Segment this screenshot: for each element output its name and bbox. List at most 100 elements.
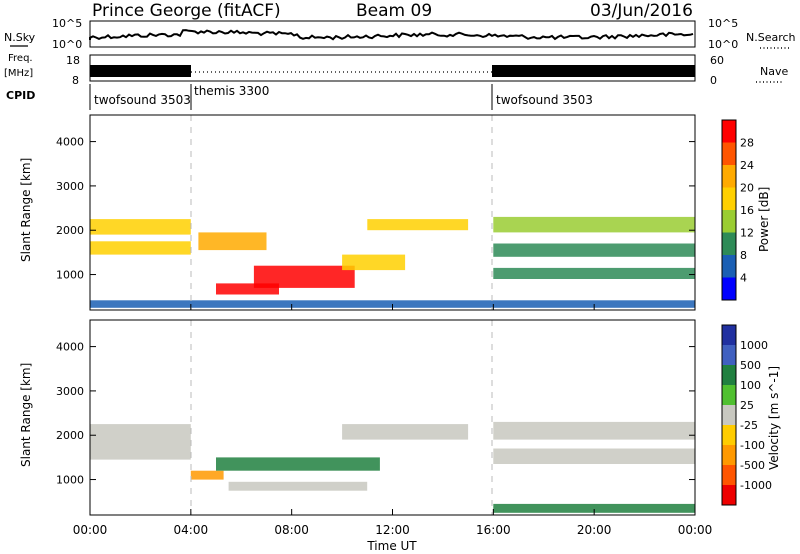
x-tick-label: 04:00 xyxy=(174,523,209,537)
nave-tick-bottom: 0 xyxy=(710,74,717,87)
colorbar-tick-label: -500 xyxy=(740,459,765,472)
colorbar-swatch xyxy=(722,425,736,446)
colorbar-swatch xyxy=(722,385,736,406)
y-tick-label: 2000 xyxy=(56,429,84,442)
time-x-axis: 00:00 04:00 08:00 12:00 16:00 20:00 00:00 xyxy=(73,304,713,537)
beam-title: Beam 09 xyxy=(356,1,432,21)
nsearch-tick-top: 10^5 xyxy=(708,17,738,30)
date-title: 03/Jun/2016 xyxy=(590,1,693,21)
cpid-segment-1: twofsound 3503 xyxy=(94,93,191,107)
x-tick-label: 00:00 xyxy=(678,523,713,537)
data-region xyxy=(216,457,380,471)
x-tick-label: 12:00 xyxy=(375,523,410,537)
nsearch-tick-bottom: 10^0 xyxy=(708,38,738,51)
colorbar-swatch xyxy=(722,465,736,486)
colorbar-swatch xyxy=(722,445,736,466)
data-region xyxy=(493,216,695,233)
cpid-segment-3: twofsound 3503 xyxy=(496,93,593,107)
colorbar-tick-label: 28 xyxy=(740,137,754,150)
colorbar-tick-label: 4 xyxy=(740,272,747,285)
colorbar-swatch xyxy=(722,210,736,233)
data-region xyxy=(493,243,695,257)
velocity-colorbar: 1000 500 100 25 -25 -100 -500 -1000 xyxy=(721,324,772,506)
y-tick-label: 3000 xyxy=(56,385,84,398)
velocity-panel: 1000 2000 3000 4000 Slant Range [km] 1000 50… xyxy=(19,319,781,516)
cpid-strip: CPID twofsound 3503 themis 3300 twofsoun… xyxy=(6,84,593,110)
colorbar-swatch xyxy=(722,187,736,211)
y-tick-label: 3000 xyxy=(56,180,84,193)
cpid-label: CPID xyxy=(6,89,35,102)
data-region xyxy=(198,232,267,251)
data-region xyxy=(493,421,695,440)
data-region xyxy=(216,283,279,295)
x-axis-label: Time UT xyxy=(366,539,417,553)
velocity-colorbar-label: Velocity [m s^-1] xyxy=(767,366,781,470)
nsky-tick-bottom: 10^0 xyxy=(52,38,82,51)
power-colorbar: 28 24 20 16 12 8 4 xyxy=(721,119,754,301)
x-tick-label: 00:00 xyxy=(73,523,108,537)
colorbar-frame xyxy=(721,119,737,301)
power-colorbar-label: Power [dB] xyxy=(757,187,771,252)
data-region xyxy=(190,470,224,480)
freq-label: Freq. xyxy=(8,53,33,64)
colorbar-tick-label: 500 xyxy=(740,359,761,372)
data-region xyxy=(90,219,191,235)
cpid-segment-2: themis 3300 xyxy=(194,84,269,98)
power-y-axis: 1000 2000 3000 4000 xyxy=(56,136,695,282)
colorbar-tick-label: 25 xyxy=(740,399,754,412)
x-tick-label: 20:00 xyxy=(577,523,612,537)
data-region xyxy=(342,254,406,271)
nsky-label: N.Sky xyxy=(4,31,36,44)
colorbar-tick-label: -1000 xyxy=(740,479,772,492)
colorbar-tick-label: 1000 xyxy=(740,339,768,352)
velocity-y-axis: 1000 2000 3000 4000 xyxy=(56,341,695,487)
power-panel: 1000 2000 3000 4000 Slant Range [km] 28 24 20… xyxy=(19,114,771,311)
freq-block-1 xyxy=(90,65,191,77)
colorbar-swatch xyxy=(722,325,736,346)
data-region xyxy=(253,265,355,288)
colorbar-tick-label: -25 xyxy=(740,419,758,432)
colorbar-tick-label: 12 xyxy=(740,227,754,240)
colorbar-swatch xyxy=(722,255,736,278)
y-tick-label: 4000 xyxy=(56,341,84,354)
colorbar-tick-label: 100 xyxy=(740,379,761,392)
data-region xyxy=(493,267,695,279)
freq-tick-bottom: 8 xyxy=(72,74,79,87)
data-region xyxy=(367,219,469,231)
freq-unit: [MHz] xyxy=(4,68,33,79)
y-tick-label: 2000 xyxy=(56,224,84,237)
colorbar-swatch xyxy=(722,120,736,143)
data-region xyxy=(493,503,695,513)
x-tick-label: 16:00 xyxy=(476,523,511,537)
nave-tick-top: 60 xyxy=(710,54,724,67)
colorbar-swatch xyxy=(722,165,736,188)
station-title: Prince George (fitACF) xyxy=(92,1,281,21)
data-region xyxy=(493,448,695,464)
colorbar-swatch xyxy=(722,277,736,301)
colorbar-swatch xyxy=(722,485,736,506)
colorbar-tick-label: 24 xyxy=(740,159,754,172)
data-region xyxy=(342,424,469,440)
nsky-trace xyxy=(89,29,694,41)
colorbar-tick-label: 8 xyxy=(740,249,747,262)
power-data-cells xyxy=(90,216,695,308)
freq-panel: Freq. [MHz] 18 8 60 0 Nave xyxy=(4,53,788,87)
colorbar-frame xyxy=(721,324,737,506)
nsky-panel: N.Sky 10^5 10^0 10^5 10^0 N.Search xyxy=(4,17,796,51)
velocity-data-cells xyxy=(90,421,695,513)
data-region xyxy=(90,241,191,255)
x-tick-label: 08:00 xyxy=(274,523,309,537)
nsky-tick-top: 10^5 xyxy=(52,17,82,30)
colorbar-tick-label: 16 xyxy=(740,204,754,217)
y-tick-label: 4000 xyxy=(56,136,84,149)
y-tick-label: 1000 xyxy=(56,269,84,282)
freq-tick-top: 18 xyxy=(66,54,80,67)
colorbar-swatch xyxy=(722,405,736,426)
freq-block-2 xyxy=(492,65,695,77)
colorbar-swatch xyxy=(722,142,736,166)
nave-label: Nave xyxy=(760,65,788,78)
power-y-label: Slant Range [km] xyxy=(19,158,33,262)
data-region xyxy=(228,481,368,491)
y-tick-label: 1000 xyxy=(56,474,84,487)
